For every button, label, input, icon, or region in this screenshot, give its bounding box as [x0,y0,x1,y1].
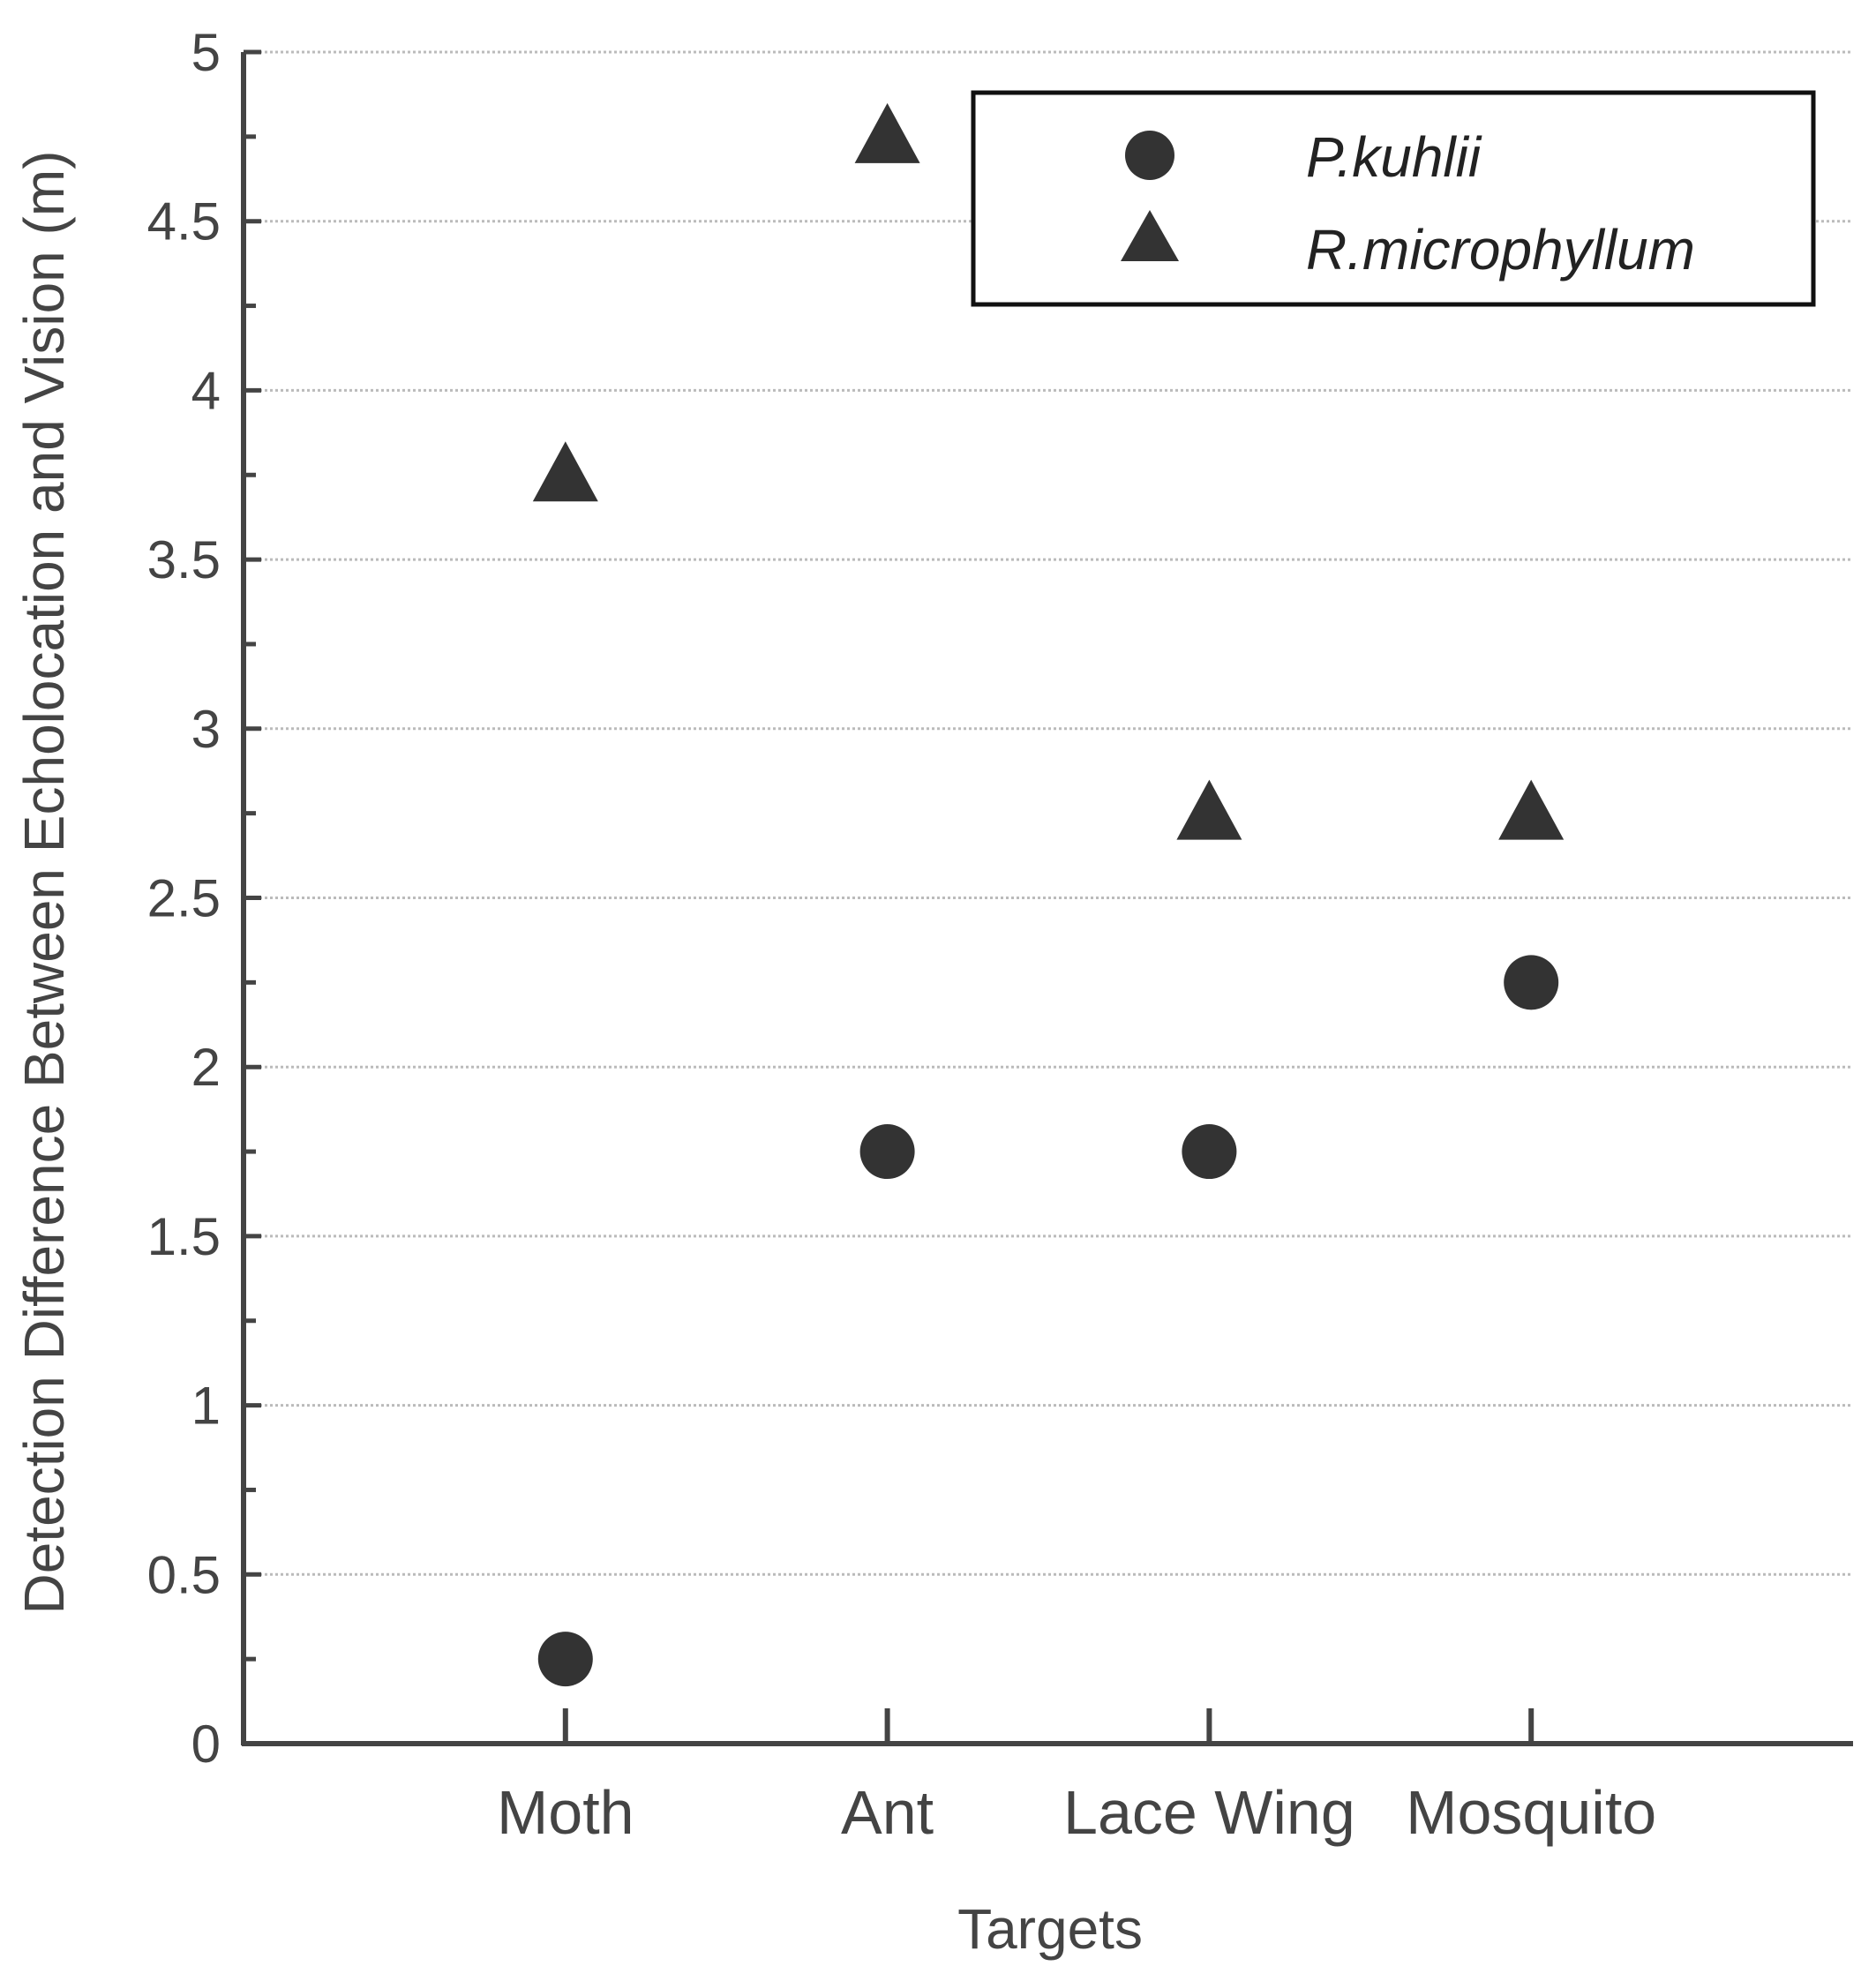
y-tick-labels: 0 0.5 1 1.5 2 2.5 3 3.5 4 4.5 5 [147,23,221,1774]
point-pkuhlii [537,1632,593,1687]
y-tick-label: 0 [191,1715,221,1774]
point-rmicrophyllum [1176,779,1242,840]
point-rmicrophyllum [1498,779,1565,840]
y-tick-label: 0.5 [147,1545,221,1604]
legend-triangle-marker [1121,210,1179,261]
x-tick-label: Mosquito [1406,1778,1656,1847]
x-tick-label: Ant [841,1778,934,1847]
y-tick-label: 1.5 [147,1207,221,1266]
point-rmicrophyllum [532,441,598,502]
legend-box [971,90,1816,307]
y-tick-label: 4 [191,361,221,420]
legend: P.kuhlii R.microphyllum [971,90,1816,307]
x-tick-labels: Moth Ant Lace Wing Mosquito [497,1778,1656,1847]
y-tick-label: 3.5 [147,530,221,589]
point-pkuhlii [1182,1124,1237,1180]
point-pkuhlii [1504,955,1559,1010]
legend-label-series-2: R.microphyllum [1306,218,1695,281]
y-tick-label: 1 [191,1377,221,1436]
x-tick-label: Lace Wing [1063,1778,1355,1847]
point-rmicrophyllum [854,102,920,163]
point-pkuhlii [859,1124,915,1180]
y-tick-label: 5 [191,23,221,82]
data-points [532,102,1565,1687]
y-tick-label: 2.5 [147,869,221,928]
legend-circle-marker [1125,131,1174,180]
y-axis-title: Detection Difference Between Echolocatio… [12,151,76,1615]
x-axis-title: Targets [957,1897,1143,1961]
y-tick-label: 2 [191,1038,221,1097]
axes [241,49,1853,1746]
y-tick-label: 3 [191,700,221,759]
x-tick-label: Moth [497,1778,634,1847]
y-tick-label: 4.5 [147,192,221,251]
legend-label-series-1: P.kuhlii [1306,125,1482,189]
